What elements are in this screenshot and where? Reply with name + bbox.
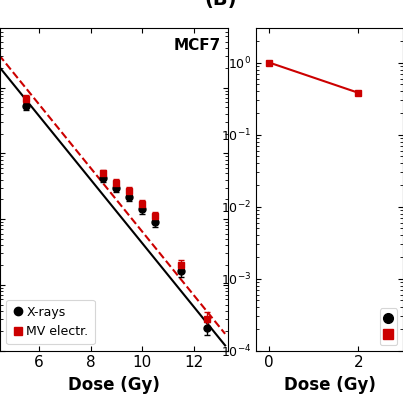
X-axis label: Dose (Gy): Dose (Gy) (284, 376, 375, 394)
X-axis label: Dose (Gy): Dose (Gy) (68, 376, 160, 394)
Legend: , : , (380, 308, 397, 345)
Legend: X-rays, MV electr.: X-rays, MV electr. (6, 299, 95, 344)
Text: (B): (B) (204, 0, 237, 9)
Text: MCF7: MCF7 (174, 38, 221, 53)
